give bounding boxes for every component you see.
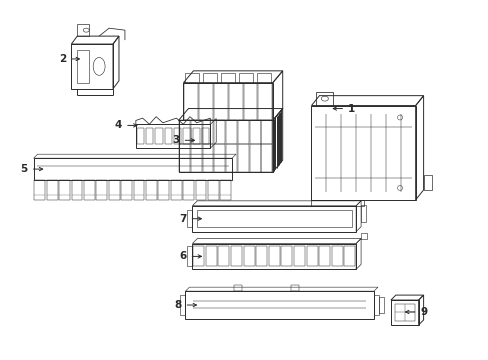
Text: 4: 4 [114,121,122,130]
Text: 3: 3 [172,135,179,145]
Text: 9: 9 [420,307,427,317]
Text: 7: 7 [179,214,186,224]
Text: 1: 1 [347,104,355,113]
Bar [234,285,242,291]
Bar [290,285,298,291]
Text: 8: 8 [174,300,181,310]
Text: 6: 6 [179,251,186,261]
Bar [77,50,89,83]
Text: 5: 5 [20,164,28,174]
Text: 2: 2 [59,54,66,64]
